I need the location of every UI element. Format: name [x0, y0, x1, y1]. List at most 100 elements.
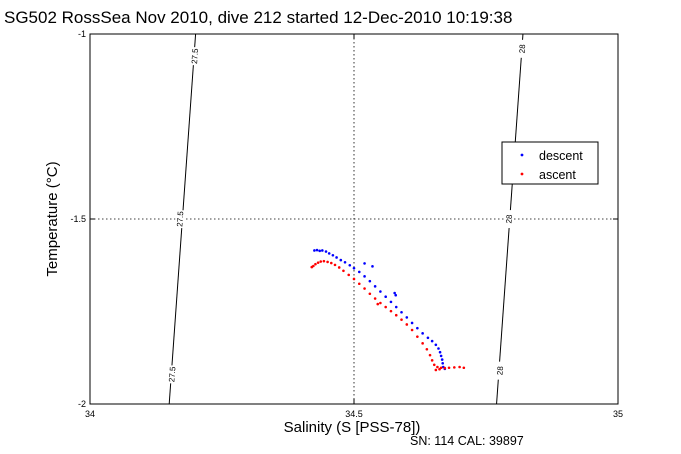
- ascent-point-3: [316, 261, 320, 264]
- x-tick-label-0: 34: [85, 409, 95, 419]
- descent-point-19: [394, 305, 398, 309]
- descent-point-23: [416, 326, 419, 330]
- contour-label-1-2: 28: [495, 365, 505, 375]
- descent-point-5: [327, 252, 331, 255]
- contour-label-bg-0-1: [174, 209, 185, 229]
- x-tick-label-1: 34.5: [345, 409, 363, 419]
- descent-point-35: [393, 291, 396, 295]
- contour-label-group-1-2: 28: [494, 361, 505, 380]
- ascent-point-32: [443, 366, 447, 370]
- contour-label-group-0-2: 27.5: [166, 365, 177, 384]
- descent-point-3: [321, 249, 324, 252]
- x-axis-label: Salinity (S [PSS-78]): [284, 419, 421, 436]
- density-contours: 27.5 27.5 27.5 28 28 28: [166, 33, 528, 405]
- ascent-point-37: [434, 368, 438, 372]
- descent-point-7: [335, 256, 338, 259]
- ascent-point-7: [329, 261, 333, 265]
- y-tick-label-0: -1: [78, 29, 86, 39]
- contour-label-bg-0-0: [189, 46, 200, 66]
- x-tick-label-2: 35: [613, 409, 623, 419]
- descent-point-37: [371, 265, 374, 268]
- ascent-point-30: [436, 365, 439, 369]
- ascent-point-20: [394, 313, 398, 317]
- ascent-point-24: [416, 335, 419, 338]
- descent-point-13: [363, 275, 366, 278]
- contour-label-bg-1-2: [494, 361, 505, 380]
- legend-box: [501, 141, 599, 185]
- ascent-point-14: [363, 287, 366, 290]
- descent-point-17: [384, 295, 387, 299]
- ascent-point-12: [352, 277, 356, 281]
- contour-label-bg-0-2: [166, 365, 177, 384]
- descent-point-2: [318, 249, 321, 253]
- ascent-point-5: [322, 259, 326, 263]
- y-tick-label-2: -2: [78, 399, 86, 409]
- legend-label-ascent: ascent: [539, 168, 576, 182]
- axis-ticks: 34 34.5 35 -1 -1.5 -2: [70, 29, 623, 419]
- descent-point-12: [357, 270, 361, 274]
- descent-point-0: [313, 249, 316, 252]
- ascent-point-25: [421, 342, 424, 345]
- ascent-point-2: [314, 262, 317, 266]
- ascent-point-28: [430, 359, 434, 362]
- legend-marker-ascent: [520, 172, 524, 176]
- descent-point-1: [315, 248, 319, 252]
- contour-label-0-1: 27.5: [175, 210, 185, 227]
- ascent-point-6: [326, 260, 329, 264]
- contour-label-1-0: 28: [518, 44, 528, 54]
- contour-label-group-1-0: 28: [516, 39, 528, 59]
- ascent-point-34: [453, 366, 456, 369]
- y-tick-label-1: -1.5: [70, 214, 86, 224]
- descent-point-29: [438, 350, 442, 354]
- contour-label-bg-1-1: [503, 209, 514, 229]
- ascent-point-4: [319, 260, 323, 263]
- descent-point-32: [441, 362, 445, 365]
- descent-point-21: [405, 316, 409, 319]
- ascent-point-1: [312, 264, 315, 268]
- descent-point-6: [331, 253, 335, 257]
- descent-point-28: [437, 347, 440, 350]
- ascent-point-8: [333, 263, 337, 267]
- descent-point-4: [324, 250, 328, 253]
- chart-title: SG502 RossSea Nov 2010, dive 212 started…: [4, 8, 512, 27]
- ascent-point-39: [376, 302, 380, 306]
- legend: descent ascent: [501, 141, 599, 185]
- ascent-point-26: [425, 347, 429, 351]
- ascent-point-11: [347, 273, 351, 277]
- y-axis-label: Temperature (°C): [44, 161, 61, 276]
- descent-point-14: [368, 279, 372, 283]
- ascent-point-27: [428, 353, 432, 357]
- ascent-point-23: [410, 328, 414, 332]
- descent-point-8: [339, 258, 343, 262]
- ascent-point-22: [405, 323, 409, 326]
- descent-point-27: [434, 343, 438, 347]
- ascent-point-29: [432, 363, 436, 367]
- ascent-point-21: [400, 318, 403, 321]
- contour-label-bg-1-0: [516, 39, 528, 59]
- ascent-point-9: [337, 266, 341, 269]
- data-points: [310, 248, 466, 372]
- descent-point-20: [400, 310, 403, 314]
- descent-point-26: [430, 339, 434, 343]
- descent-point-18: [389, 300, 393, 304]
- ascent-point-19: [389, 309, 393, 313]
- legend-label-descent: descent: [539, 149, 583, 163]
- descent-point-36: [394, 293, 398, 297]
- contour-label-0-2: 27.5: [167, 366, 177, 383]
- ascent-point-10: [342, 269, 345, 273]
- descent-point-10: [348, 263, 352, 267]
- contour-label-group-0-0: 27.5: [189, 46, 200, 66]
- ascent-point-38: [438, 367, 441, 371]
- descent-point-15: [373, 285, 377, 288]
- descent-point-11: [352, 266, 356, 270]
- ascent-point-17: [379, 301, 382, 305]
- descent-point-16: [379, 290, 382, 293]
- contour-label-0-0: 27.5: [190, 48, 200, 65]
- contour-label-1-1: 28: [504, 214, 514, 224]
- ascent-point-18: [384, 305, 387, 309]
- ascent-point-16: [373, 297, 377, 300]
- ascent-point-33: [447, 366, 451, 370]
- contour-label-group-1-1: 28: [503, 209, 514, 229]
